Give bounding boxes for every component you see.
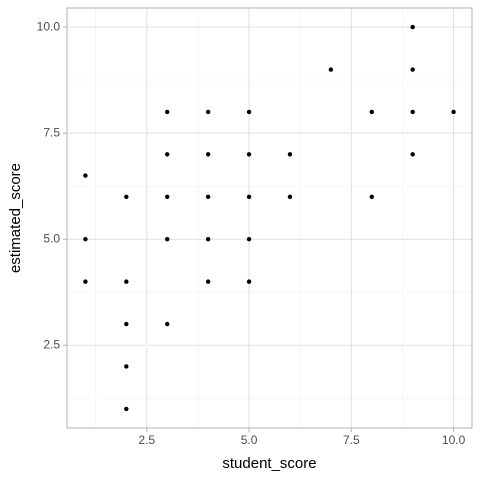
y-tick-label: 5.0 — [43, 231, 60, 245]
point — [165, 321, 170, 327]
point — [83, 173, 88, 178]
point — [165, 109, 170, 115]
y-tick-label: 2.5 — [43, 337, 60, 351]
point — [205, 279, 211, 284]
point — [246, 237, 252, 242]
point — [205, 237, 211, 242]
point — [124, 406, 129, 412]
point — [165, 194, 170, 199]
point — [410, 24, 415, 30]
point — [328, 67, 334, 72]
y-axis-label: estimated_score — [7, 163, 24, 273]
point — [369, 109, 374, 115]
x-tick-label: 2.5 — [138, 433, 155, 447]
point — [124, 279, 129, 284]
point — [410, 67, 415, 72]
point — [451, 109, 456, 115]
x-tick-label: 10.0 — [442, 433, 466, 447]
point — [287, 194, 293, 199]
point — [124, 364, 129, 369]
point — [246, 279, 252, 284]
panel-border — [66, 7, 473, 429]
point — [369, 194, 374, 199]
point — [205, 109, 211, 115]
point — [287, 152, 293, 157]
point — [410, 152, 415, 157]
point — [165, 152, 170, 157]
y-tick-label: 7.5 — [43, 125, 60, 139]
x-tick-label: 7.5 — [343, 433, 360, 447]
y-tick-label: 10.0 — [37, 19, 61, 33]
point — [246, 152, 252, 157]
point — [165, 237, 170, 242]
point — [83, 237, 88, 242]
point — [246, 194, 252, 199]
point — [83, 279, 88, 284]
x-axis-label: student_score — [222, 455, 316, 472]
reference-line — [66, 7, 473, 429]
point — [124, 194, 129, 199]
x-tick-label: 5.0 — [241, 433, 258, 447]
point — [205, 152, 211, 157]
point — [205, 194, 211, 199]
point — [246, 109, 252, 115]
point — [124, 321, 129, 327]
point — [410, 109, 415, 115]
